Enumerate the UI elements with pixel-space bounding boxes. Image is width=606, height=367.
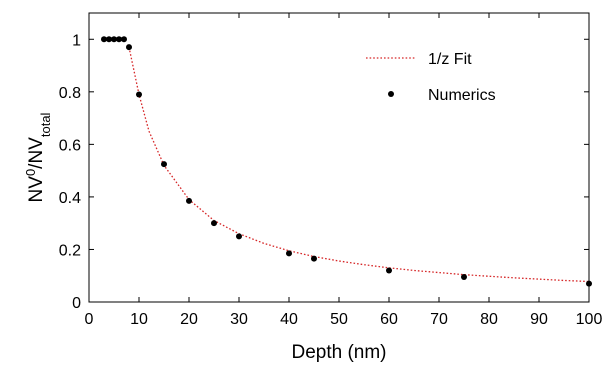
- data-point-numerics: [186, 198, 192, 204]
- x-tick-label: 10: [130, 311, 148, 328]
- y-axis-label-base: NV: [26, 176, 47, 203]
- y-tick-label: 0: [72, 295, 81, 312]
- x-tick-label: 100: [576, 311, 603, 328]
- data-point-numerics: [236, 233, 242, 239]
- data-point-numerics: [286, 250, 292, 256]
- legend: 1/z Fit Numerics: [366, 51, 496, 104]
- data-point-numerics: [211, 220, 217, 226]
- y-tick-label: 0.8: [59, 85, 81, 102]
- y-tick-label: 0.4: [59, 190, 81, 207]
- x-tick-label: 50: [330, 311, 348, 328]
- data-point-numerics: [121, 36, 127, 42]
- x-tick-label: 60: [380, 311, 398, 328]
- y-axis-label-sub: total: [38, 112, 53, 137]
- y-axis-label: NV0/NVtotal: [23, 112, 53, 202]
- series-fit-line: [129, 47, 589, 281]
- plot-layer: [101, 36, 592, 286]
- x-tick-label: 0: [85, 311, 94, 328]
- plot-frame: [89, 13, 589, 302]
- data-point-numerics: [461, 274, 467, 280]
- y-tick-label: 0.6: [59, 137, 81, 154]
- x-tick-label: 20: [180, 311, 198, 328]
- y-axis-label-sup: 0: [23, 169, 38, 176]
- data-point-numerics: [136, 91, 142, 97]
- y-tick-label: 0.2: [59, 242, 81, 259]
- x-tick-label: 80: [480, 311, 498, 328]
- legend-fit-label: 1/z Fit: [428, 51, 472, 68]
- axis-layer: 0 10 20 30 40 50 60 70 80 90 100 0 0.2 0.4 0.6 0.8 1: [59, 13, 603, 328]
- y-axis-label-denominator: /NV: [26, 137, 47, 169]
- x-tick-label: 70: [430, 311, 448, 328]
- legend-numerics-label: Numerics: [428, 87, 496, 104]
- data-point-numerics: [126, 44, 132, 50]
- y-tick-label: 1: [72, 32, 81, 49]
- data-point-numerics: [386, 267, 392, 273]
- x-tick-label: 30: [230, 311, 248, 328]
- data-point-numerics: [311, 256, 317, 262]
- x-axis-label: Depth (nm): [291, 342, 386, 362]
- data-point-numerics: [161, 161, 167, 167]
- x-tick-label: 90: [530, 311, 548, 328]
- legend-numerics-marker: [388, 91, 394, 97]
- x-tick-label: 40: [280, 311, 298, 328]
